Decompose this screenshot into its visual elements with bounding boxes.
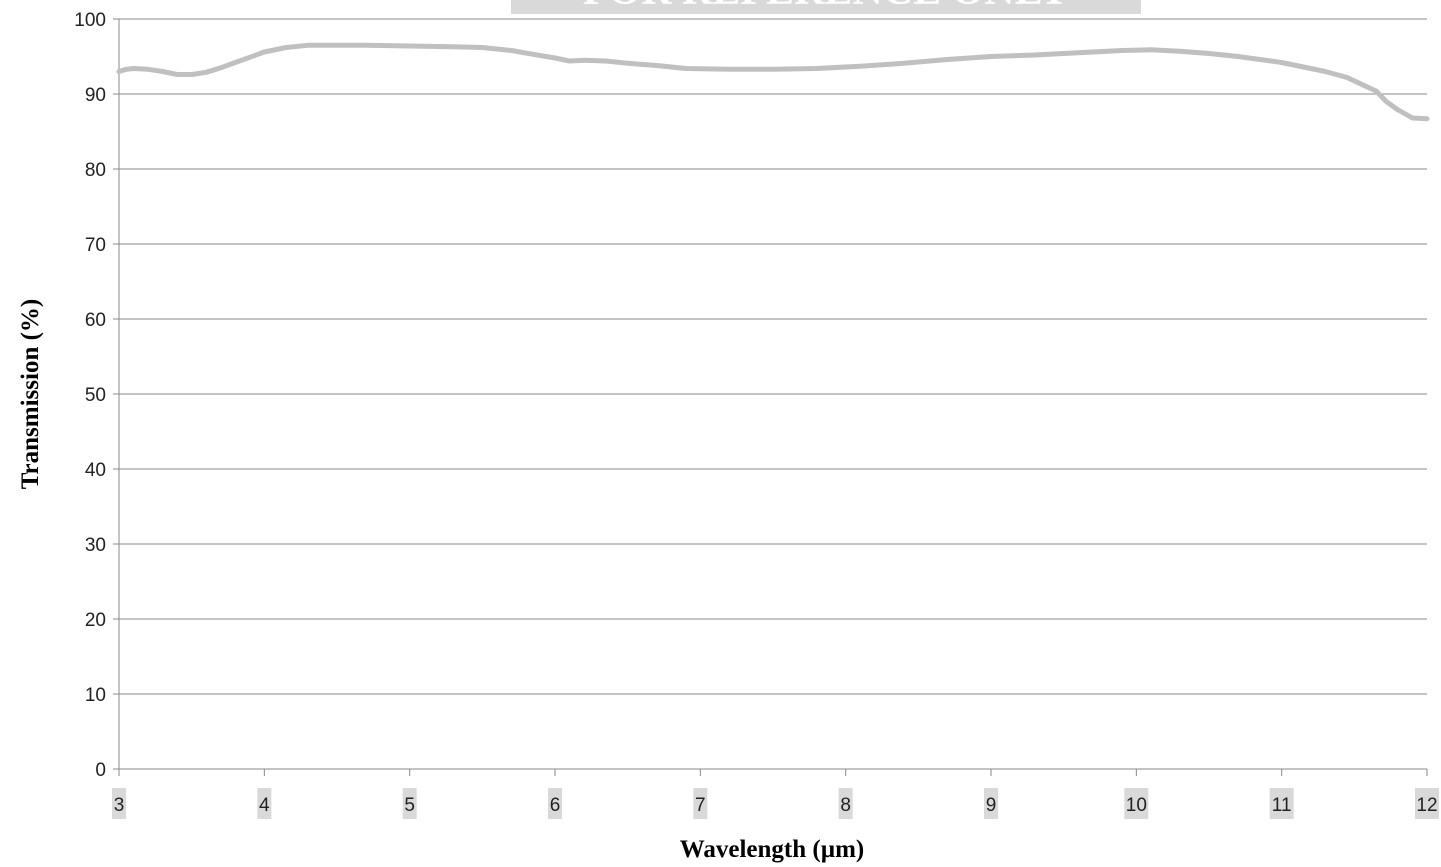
y-tick-label-10: 10 xyxy=(85,685,106,706)
series xyxy=(116,42,1430,122)
banner: FOR REFERENCE ONLY xyxy=(511,0,1141,14)
y-tick-label-30: 30 xyxy=(85,535,106,556)
x-tick-label-bg-9 xyxy=(984,788,998,819)
y-tick-label-70: 70 xyxy=(85,235,106,256)
y-tick-label-0: 0 xyxy=(95,760,106,781)
x-tick-label-7: 7 xyxy=(695,795,706,816)
x-tick-label-11: 11 xyxy=(1272,795,1292,816)
x-tick-label-12: 12 xyxy=(1416,795,1437,816)
grid xyxy=(119,18,1427,695)
x-tick-label-5: 5 xyxy=(404,795,415,816)
y-tick-label-100: 100 xyxy=(74,10,106,31)
axes xyxy=(113,18,1428,776)
banner-text: FOR REFERENCE ONLY xyxy=(583,0,1069,14)
x-tick-label-4: 4 xyxy=(259,795,270,816)
transmission-series-line xyxy=(116,42,1430,122)
x-tick-label-bg-6 xyxy=(548,788,562,819)
x-tick-label-6: 6 xyxy=(550,795,561,816)
y-tick-label-40: 40 xyxy=(85,460,106,481)
x-tick-label-bg-4 xyxy=(257,788,272,819)
x-tick-label-bg-10 xyxy=(1124,788,1149,819)
x-tick-label-bg-3 xyxy=(112,788,126,819)
x-tick-label-bg-11 xyxy=(1269,788,1294,819)
x-tick-label-10: 10 xyxy=(1126,795,1147,816)
x-tick-labels: 3 4 5 6 7 8 9 10 11 12 xyxy=(112,788,1439,819)
x-tick-label-9: 9 xyxy=(986,795,997,816)
y-tick-label-20: 20 xyxy=(85,610,106,631)
y-tick-label-50: 50 xyxy=(85,385,106,406)
x-tick-label-bg-8 xyxy=(838,788,853,819)
x-tick-label-bg-12 xyxy=(1415,788,1439,819)
x-axis-title: Wavelength (µm) xyxy=(680,836,865,863)
y-tick-label-90: 90 xyxy=(85,85,106,106)
y-axis-title: Transmission (%) xyxy=(17,299,44,490)
banner-background xyxy=(511,0,1141,14)
x-tick-label-bg-7 xyxy=(693,788,708,819)
y-tick-label-60: 60 xyxy=(85,310,106,331)
y-tick-label-80: 80 xyxy=(85,160,106,181)
x-tick-label-bg-5 xyxy=(402,788,417,819)
x-tick-label-8: 8 xyxy=(840,795,851,816)
y-tick-labels: 0 10 20 30 40 50 60 70 80 90 100 xyxy=(74,10,106,781)
x-tick-label-3: 3 xyxy=(114,795,125,816)
